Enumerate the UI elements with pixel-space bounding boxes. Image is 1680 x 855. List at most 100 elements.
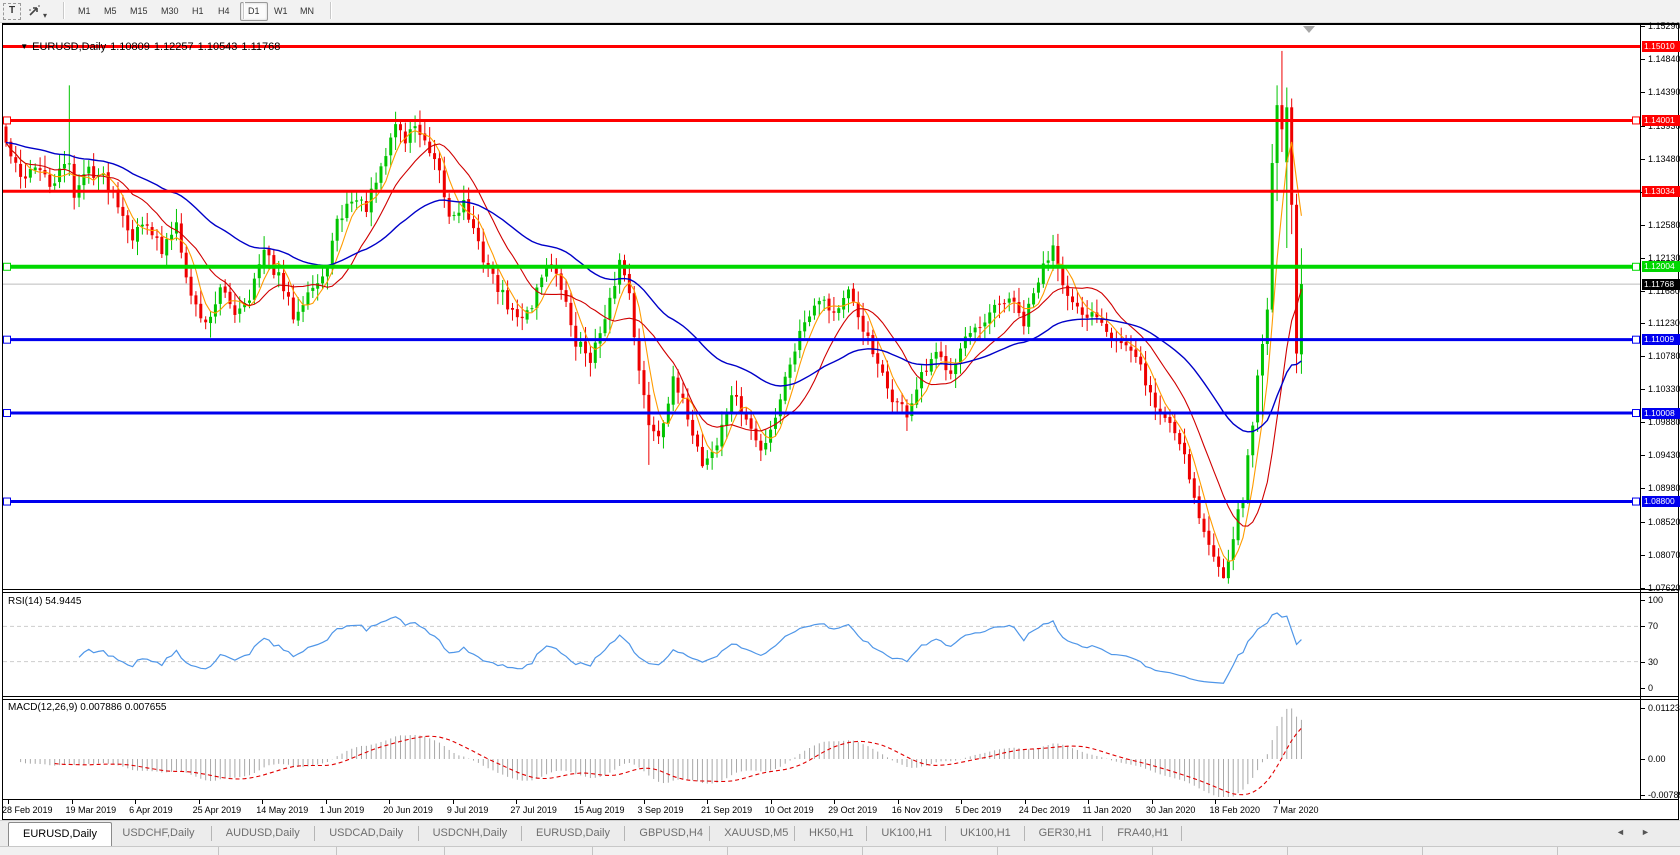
main-chart-plot[interactable]: [3, 26, 1640, 589]
chart-tab-uk100h1[interactable]: UK100,H1: [960, 827, 1011, 839]
chart-tab-eurusddaily[interactable]: EURUSD,Daily: [8, 822, 112, 848]
candle-body: [472, 219, 476, 229]
candle-body: [501, 289, 505, 293]
rsi-chart-svg: [3, 612, 1640, 684]
timeframe-button-h4[interactable]: H4: [218, 6, 230, 16]
candle-body: [286, 292, 290, 297]
line-handle-left[interactable]: [3, 335, 11, 344]
status-bar: [0, 846, 1680, 855]
line-handle-right[interactable]: [1632, 497, 1640, 506]
line-handle-right[interactable]: [1632, 262, 1640, 271]
date-label: 10 Oct 2019: [764, 805, 814, 815]
candle-body: [1246, 455, 1250, 501]
candle-body: [160, 236, 164, 255]
timeframe-button-m30[interactable]: M30: [161, 6, 179, 16]
date-label: 15 Aug 2019: [573, 805, 625, 815]
candle-body: [1275, 105, 1279, 164]
macd-panel[interactable]: [3, 700, 1640, 799]
candle-body: [4, 126, 8, 143]
chart-tab-ger30h1[interactable]: GER30,H1: [1038, 827, 1092, 839]
line-handle-left[interactable]: [3, 409, 11, 418]
line-handle-left[interactable]: [3, 116, 11, 125]
chart-tab-usdchfdaily[interactable]: USDCHF,Daily: [122, 827, 195, 839]
rsi-panel[interactable]: [3, 593, 1640, 696]
candle-body: [67, 163, 71, 165]
chart-tab-usdcnhdaily[interactable]: USDCNH,Daily: [432, 827, 508, 839]
chart-tab-eurusddaily[interactable]: EURUSD,Daily: [536, 827, 610, 839]
candle-body: [1231, 539, 1235, 560]
date-label: 21 Sep 2019: [701, 805, 753, 815]
candle-body: [33, 167, 37, 171]
candle-body: [437, 158, 441, 171]
timeframe-button-m15[interactable]: M15: [130, 6, 148, 16]
line-price-label: 1.11009: [1642, 334, 1680, 346]
chart-tab-xauusdm5[interactable]: XAUUSD,M5: [724, 827, 789, 839]
candle-body: [506, 290, 510, 310]
date-tick-mark: [707, 800, 709, 804]
arrows-tool-button[interactable]: ▾: [27, 3, 57, 20]
candle-body: [476, 227, 480, 242]
candle-body: [851, 288, 855, 302]
candle-body: [62, 163, 66, 169]
candle-body: [730, 395, 734, 413]
price-tick-label: 1.10780: [1648, 351, 1680, 362]
price-tick-label: 1.08980: [1648, 483, 1680, 494]
candle-body: [282, 272, 286, 292]
candle-body: [642, 370, 646, 396]
rsi-label: RSI(14) 54.9445: [8, 596, 82, 607]
date-label: 30 Jan 2020: [1145, 805, 1196, 815]
text-tool-button[interactable]: T: [3, 3, 21, 20]
candle-body: [447, 197, 451, 217]
timeframe-button-w1[interactable]: W1: [274, 6, 288, 16]
splitter[interactable]: [2, 592, 1678, 593]
timeframe-button-m5[interactable]: M5: [104, 6, 117, 16]
line-handle-left[interactable]: [3, 262, 11, 271]
candle-body: [433, 153, 437, 160]
line-handle-right[interactable]: [1632, 335, 1640, 344]
line-handle-left[interactable]: [3, 497, 11, 506]
candle-body: [569, 302, 573, 326]
date-label: 29 Oct 2019: [828, 805, 878, 815]
candle-body: [618, 259, 622, 285]
candle-body: [1187, 454, 1191, 480]
rsi-tick-mark: [1641, 661, 1645, 663]
diagonal-arrows-icon: [29, 5, 40, 16]
chart-tab-hk50h1[interactable]: HK50,H1: [809, 827, 854, 839]
candle-body: [1212, 545, 1216, 557]
chart-shift-marker[interactable]: [1303, 26, 1315, 33]
chart-tab-audusddaily[interactable]: AUDUSD,Daily: [225, 827, 300, 839]
candle-body: [876, 353, 880, 364]
candle-body: [374, 182, 378, 190]
candle-body: [257, 264, 261, 279]
line-handle-right[interactable]: [1632, 116, 1640, 125]
candle-body: [223, 286, 227, 293]
date-label: 11 Jan 2020: [1082, 805, 1132, 815]
tabs-scroll-left-button[interactable]: ◄: [1616, 827, 1625, 837]
candle-body: [554, 267, 558, 274]
candle-body: [949, 370, 953, 374]
toolbar: T ▾ M1 M5 M15 M30 H1 H4 D1 W1 MN: [0, 0, 1680, 23]
splitter[interactable]: [2, 699, 1678, 700]
candle-body: [778, 399, 782, 417]
candle-body: [291, 297, 295, 320]
splitter[interactable]: [2, 696, 1678, 697]
tabs-scroll-right-button[interactable]: ►: [1641, 827, 1650, 837]
chart-tab-uk100h1[interactable]: UK100,H1: [881, 827, 933, 839]
chart-tab-usdcaddaily[interactable]: USDCAD,Daily: [329, 827, 404, 839]
timeframe-button-d1[interactable]: D1: [240, 2, 268, 21]
timeframe-button-h1[interactable]: H1: [192, 6, 204, 16]
date-tick-mark: [8, 800, 9, 804]
dropdown-caret-icon[interactable]: ▾: [43, 11, 48, 20]
tab-separator: [210, 826, 212, 841]
splitter[interactable]: [2, 589, 1678, 590]
chart-tab-gbpusdh4[interactable]: GBPUSD,H4: [639, 827, 703, 839]
candle-body: [710, 451, 714, 459]
candle-body: [131, 229, 135, 241]
timeframe-button-m1[interactable]: M1: [78, 6, 91, 16]
window-left-border: [2, 23, 3, 820]
chart-tab-fra40h1[interactable]: FRA40,H1: [1117, 827, 1169, 839]
timeframe-button-mn[interactable]: MN: [300, 6, 314, 16]
window-menu-icon[interactable]: ▼: [20, 42, 29, 51]
line-handle-right[interactable]: [1632, 409, 1640, 418]
candle-body: [1241, 501, 1245, 509]
